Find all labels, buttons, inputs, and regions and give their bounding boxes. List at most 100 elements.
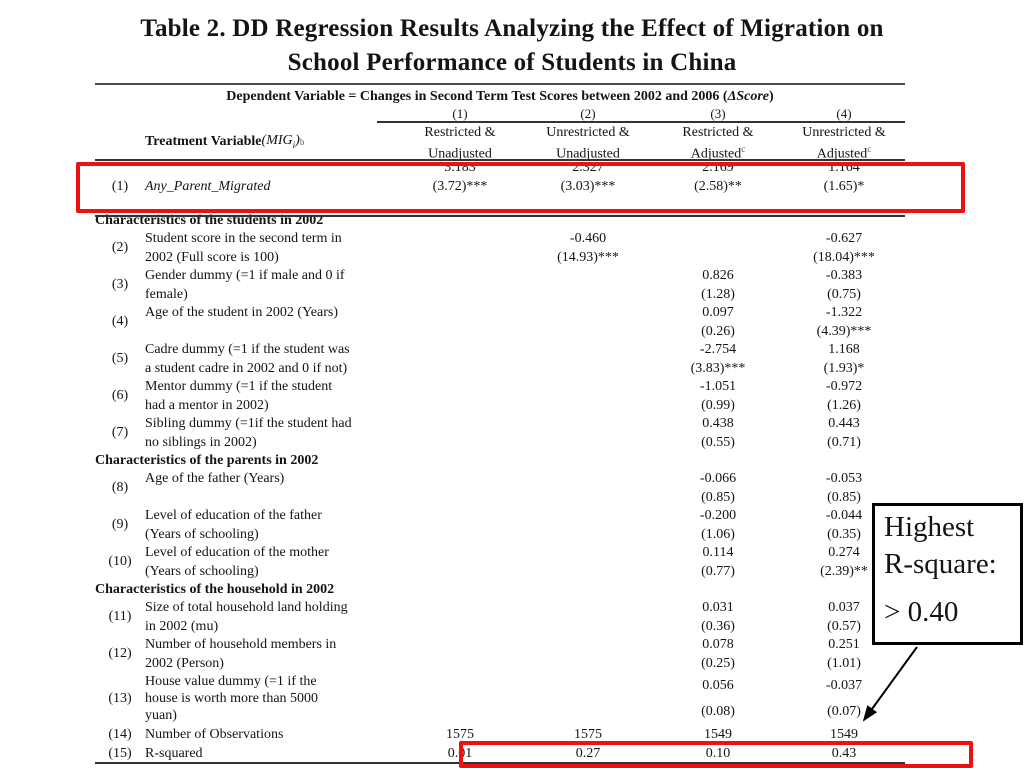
highlight-box-r-squared bbox=[459, 741, 973, 768]
value-cell: -1.322 (4.39)*** bbox=[816, 305, 872, 339]
row-label: Number of household members in 2002 (Pers… bbox=[145, 637, 337, 671]
callout-highest-r-square: Highest R-square: > 0.40 bbox=[872, 503, 1023, 645]
row-number: (5) bbox=[111, 351, 129, 367]
value-cell bbox=[397, 636, 523, 673]
table-row: (15) R-squared 0.01 0.27 0.10 0.43 bbox=[95, 744, 905, 763]
value-cell: 0.037 (0.57) bbox=[827, 600, 861, 634]
footnote-mark-c: c bbox=[867, 144, 872, 154]
table-row: (12) Number of household members in 2002 (… bbox=[95, 636, 905, 673]
col-number-1: (1) bbox=[452, 106, 468, 121]
table-row: (3) Gender dummy (=1 if male and 0 if fema… bbox=[95, 267, 905, 304]
value-cell: 0.43 bbox=[831, 746, 857, 761]
value-cell: 1575 bbox=[574, 727, 602, 742]
value-cell: 0.10 bbox=[705, 746, 731, 761]
dep-var-text: Dependent Variable = Changes in Second T… bbox=[226, 89, 728, 104]
row-number: (3) bbox=[111, 277, 129, 293]
row-label: Number of Observations bbox=[145, 727, 284, 742]
value-cell: -0.627 (18.04)*** bbox=[813, 231, 875, 265]
value-cell: -0.053 (0.85) bbox=[825, 471, 863, 505]
value-cell bbox=[523, 599, 653, 636]
rule-under-treatment-row bbox=[95, 215, 905, 217]
row-label: Age of the student in 2002 (Years) bbox=[145, 305, 338, 320]
table-row: (13) House value dummy (=1 if the house is… bbox=[95, 673, 905, 725]
section-header-row: Characteristics of the parents in 2002 bbox=[95, 452, 905, 470]
value-cell: -0.066 (0.85) bbox=[699, 471, 737, 505]
table-row: (14) Number of Observations 1575 1575 1549 15… bbox=[95, 725, 905, 744]
col-number-2: (2) bbox=[580, 106, 596, 121]
table-row: (10) Level of education of the mother (Yea… bbox=[95, 544, 905, 581]
value-cell: -0.037 (0.07) bbox=[825, 677, 863, 719]
row-number: (9) bbox=[111, 517, 129, 533]
table-row: (9) Level of education of the father (Year… bbox=[95, 507, 905, 544]
rule-under-column-numbers bbox=[377, 121, 905, 123]
row-number: (14) bbox=[108, 727, 132, 742]
row-number: (15) bbox=[108, 746, 132, 761]
value-cell bbox=[397, 341, 523, 378]
value-cell: -1.051 (0.99) bbox=[699, 379, 737, 413]
value-cell: 0.438 (0.55) bbox=[701, 416, 735, 450]
callout-line3: > 0.40 bbox=[884, 596, 959, 628]
stub-header-footnote-mark: b bbox=[299, 136, 305, 147]
highlight-box-treatment-row bbox=[76, 162, 965, 213]
dependent-variable-note: Dependent Variable = Changes in Second T… bbox=[95, 87, 905, 106]
row-label: Age of the father (Years) bbox=[145, 471, 285, 486]
value-cell: 0.826 (1.28) bbox=[701, 268, 735, 302]
row-label: Any_Parent_Migrated bbox=[145, 178, 271, 194]
table-row: (2) Student score in the second term in 20… bbox=[95, 230, 905, 267]
column-headers-row: Treatment Variable (MIGi) b Restricted & … bbox=[95, 121, 905, 162]
value-cell: -0.972 (1.26) bbox=[825, 379, 863, 413]
row-number: (11) bbox=[108, 609, 132, 625]
row-label: Mentor dummy (=1 if the student had a men… bbox=[145, 379, 333, 413]
callout-arrow bbox=[862, 646, 918, 722]
value-cell: 0.031 (0.36) bbox=[701, 600, 735, 634]
value-cell bbox=[653, 230, 783, 267]
callout-line2: R-square: bbox=[884, 548, 997, 580]
rule-under-title bbox=[95, 83, 905, 85]
column-numbers-row: (1) (2) (3) (4) bbox=[95, 106, 905, 121]
col-header-2: Unrestricted & Unadjusted bbox=[546, 125, 630, 162]
value-cell: 0.097 (0.26) bbox=[701, 305, 735, 339]
value-cell: 0.443 (0.71) bbox=[827, 416, 861, 450]
value-cell bbox=[397, 304, 523, 341]
footnote-mark-c: c bbox=[741, 144, 746, 154]
col-header-4: Unrestricted & Adjustedc bbox=[802, 125, 886, 162]
value-cell bbox=[397, 470, 523, 507]
value-cell bbox=[397, 230, 523, 267]
stub-header-subscript: i bbox=[292, 140, 296, 151]
col-number-4: (4) bbox=[836, 106, 852, 121]
row-number: (2) bbox=[111, 240, 129, 256]
value-cell: 0.114 (0.77) bbox=[701, 545, 735, 579]
value-cell bbox=[397, 599, 523, 636]
value-cell bbox=[397, 267, 523, 304]
row-number: (7) bbox=[111, 425, 129, 441]
value-cell bbox=[523, 507, 653, 544]
row-label: Sibling dummy (=1if the student had no si… bbox=[145, 416, 352, 450]
row-number: (6) bbox=[111, 388, 129, 404]
value-cell: 0.274 (2.39)** bbox=[820, 545, 868, 579]
value-cell: -0.383 (0.75) bbox=[825, 268, 863, 302]
slide-title: Table 2. DD Regression Results Analyzing… bbox=[0, 12, 1024, 80]
table-row: (6) Mentor dummy (=1 if the student had a … bbox=[95, 378, 905, 415]
row-label: Student score in the second term in 2002 … bbox=[145, 231, 342, 265]
value-cell bbox=[523, 341, 653, 378]
dep-var-symbol: ΔScore bbox=[727, 89, 770, 104]
value-cell bbox=[523, 378, 653, 415]
regression-table: Dependent Variable = Changes in Second T… bbox=[95, 87, 905, 763]
slide-title-line1: Table 2. DD Regression Results Analyzing… bbox=[140, 15, 884, 42]
table-row: (8) Age of the father (Years) -0.066 (0.85)… bbox=[95, 470, 905, 507]
value-cell: -2.754 (3.83)*** bbox=[690, 342, 746, 376]
value-cell: 0.056 (0.08) bbox=[701, 677, 735, 719]
value-cell: 1575 bbox=[446, 727, 474, 742]
row-number: (10) bbox=[108, 554, 132, 570]
stub-header-var: (MIG bbox=[261, 133, 293, 149]
table-row: (7) Sibling dummy (=1if the student had no… bbox=[95, 415, 905, 452]
value-cell bbox=[397, 507, 523, 544]
table-rows: (1) Any_Parent_Migrated 3.183 (3.72)*** 2.32… bbox=[95, 159, 905, 763]
value-cell bbox=[523, 673, 653, 725]
row-label: Size of total household land holding in 2… bbox=[145, 600, 348, 634]
value-cell: 1549 bbox=[830, 727, 858, 742]
value-cell: -0.044 (0.35) bbox=[825, 508, 863, 542]
rule-under-column-headers bbox=[95, 159, 905, 161]
slide-title-line2: School Performance of Students in China bbox=[287, 49, 737, 76]
